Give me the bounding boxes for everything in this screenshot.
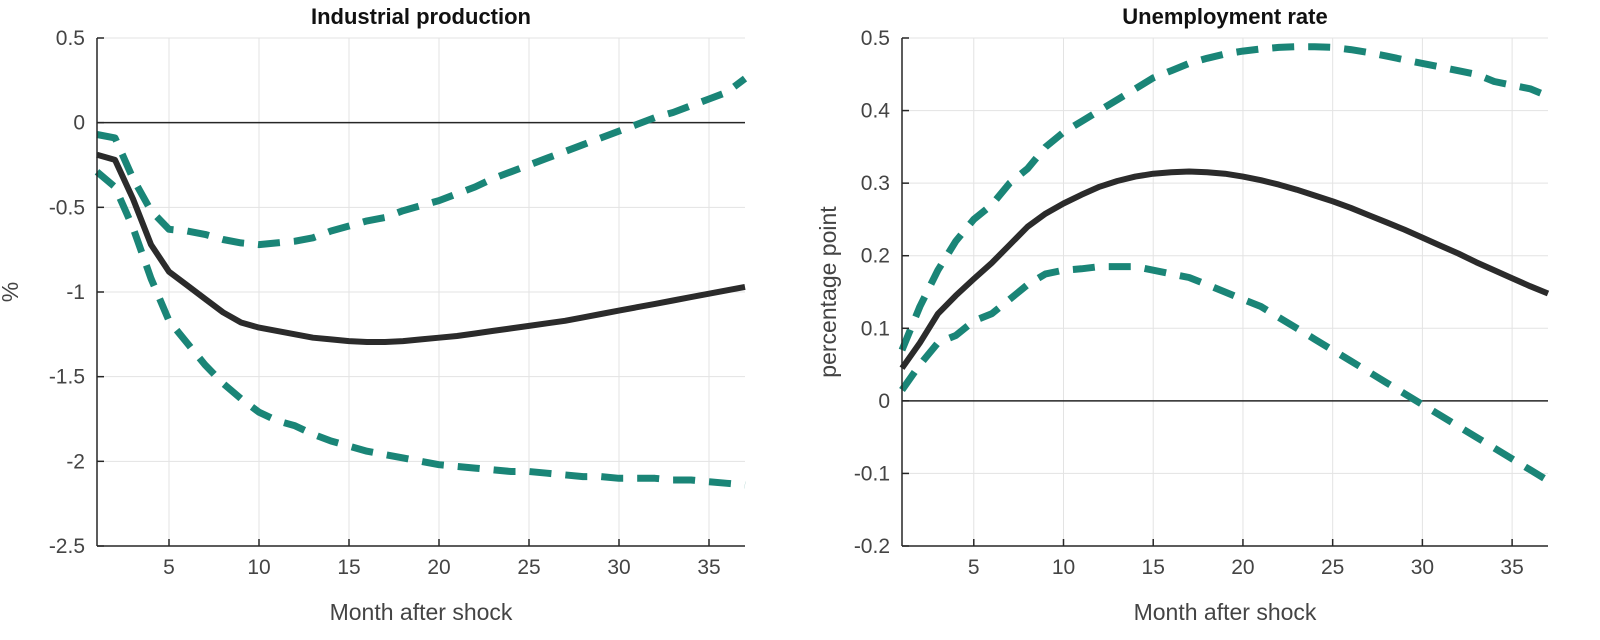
y-tick-label: -2 (66, 450, 85, 473)
y-axis-label: percentage point (815, 206, 841, 378)
x-tick-label: 10 (1052, 556, 1075, 579)
x-tick-label: 5 (163, 556, 175, 579)
y-tick-label: 0.2 (861, 245, 890, 268)
y-tick-label: 0.3 (861, 172, 890, 195)
series-lower-band (899, 263, 1550, 484)
series-median (899, 168, 1550, 370)
x-tick-label: 10 (247, 556, 270, 579)
series-upper-band (96, 75, 748, 249)
y-tick-label: 0 (878, 390, 890, 413)
y-tick-label: -0.2 (854, 535, 890, 558)
chart-title: Industrial production (311, 4, 531, 29)
y-tick-label: -2.5 (49, 535, 85, 558)
x-axis-label: Month after shock (1134, 599, 1317, 625)
series-median (96, 151, 746, 345)
x-tick-label: 15 (1142, 556, 1165, 579)
panel-1: -2.5 -2 -1.5 -1 -0.5 0 0.5 5 10 15 20 25 30 35 Industr… (0, 4, 748, 625)
y-tick-label: 0 (73, 112, 85, 135)
chart-title: Unemployment rate (1122, 4, 1327, 29)
y-tick-label: -0.1 (854, 462, 890, 485)
y-tick-label: 0.4 (861, 100, 891, 123)
x-tick-label: 35 (697, 556, 720, 579)
y-axis-label: % (0, 282, 23, 302)
x-tick-label: 15 (337, 556, 360, 579)
y-tick-label: -0.5 (49, 196, 85, 219)
x-tick-label: 25 (517, 556, 540, 579)
x-tick-label: 25 (1321, 556, 1344, 579)
x-tick-label: 30 (607, 556, 630, 579)
y-tick-label: 0.5 (56, 27, 85, 50)
y-tick-label: -1 (66, 281, 85, 304)
y-tick-label: 0.5 (861, 27, 890, 50)
y-tick-label: -1.5 (49, 366, 85, 389)
series-upper-band (898, 43, 1550, 352)
y-tick-label: 0.1 (861, 317, 890, 340)
x-tick-label: 35 (1500, 556, 1523, 579)
series-lower-band (94, 169, 746, 489)
x-axis-label: Month after shock (330, 599, 513, 625)
x-tick-label: 5 (968, 556, 980, 579)
x-tick-label: 30 (1411, 556, 1434, 579)
panel-2: -0.2 -0.1 0 0.1 0.2 0.3 0.4 0.5 5 10 15 20 25 30 35 Une… (815, 4, 1550, 625)
x-tick-label: 20 (427, 556, 450, 579)
x-tick-label: 20 (1231, 556, 1254, 579)
